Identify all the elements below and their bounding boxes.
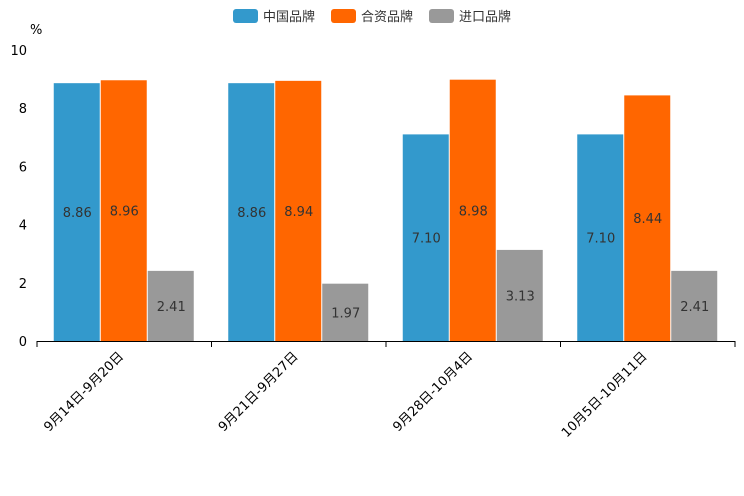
y-axis-unit-label: % [30, 23, 42, 38]
data-label: 8.86 [237, 206, 266, 221]
bar[interactable] [100, 80, 147, 341]
legend-label-china-brand: 中国品牌 [262, 10, 315, 25]
bar[interactable] [577, 134, 624, 341]
data-label: 8.96 [110, 205, 139, 220]
bar[interactable] [53, 83, 100, 341]
data-label: 2.41 [157, 300, 186, 315]
legend-swatch-jv-brand [330, 8, 356, 23]
legend: 中国品牌 合资品牌 进口品牌 [0, 6, 744, 25]
legend-item-jv-brand[interactable]: 合资品牌 [327, 6, 417, 25]
x-axis: 9月14日-9月20日 9月21日-9月27日 9月28日-10月4日 10月5日-1… [36, 341, 736, 441]
bar[interactable] [322, 283, 369, 341]
legend-item-china-brand[interactable]: 中国品牌 [229, 6, 319, 25]
y-tick-label: 8 [19, 102, 27, 117]
y-tick-label: 10 [10, 44, 27, 59]
y-axis: 0 2 4 6 8 10 [10, 44, 27, 350]
y-tick-label: 2 [19, 277, 27, 292]
bar[interactable] [496, 249, 543, 341]
data-label: 1.97 [331, 306, 360, 321]
bar[interactable] [449, 79, 496, 341]
data-label: 7.10 [412, 232, 441, 247]
bar[interactable] [147, 270, 194, 341]
x-tick-label: 9月21日-9月27日 [216, 349, 302, 435]
legend-swatch-import-brand [429, 8, 454, 23]
legend-item-import-brand[interactable]: 进口品牌 [425, 6, 515, 25]
data-label: 3.13 [506, 289, 535, 304]
x-tick-label: 9月28日-10月4日 [390, 349, 476, 435]
x-tick-label: 10月5日-10月11日 [559, 349, 651, 441]
data-label: 8.44 [633, 212, 662, 227]
bar[interactable] [624, 95, 671, 342]
data-label: 8.86 [63, 206, 92, 221]
legend-swatch-china-brand [232, 8, 258, 23]
bar[interactable] [402, 134, 449, 341]
bar[interactable] [671, 270, 718, 341]
x-tick-label: 9月14日-9月20日 [41, 349, 127, 435]
data-label: 8.94 [284, 205, 313, 220]
y-tick-label: 4 [19, 219, 27, 234]
data-label: 2.41 [680, 300, 709, 315]
data-label: 8.98 [459, 204, 488, 219]
bar[interactable] [228, 83, 275, 341]
legend-label-import-brand: 进口品牌 [459, 10, 512, 25]
bar[interactable] [275, 80, 322, 341]
data-label: 7.10 [586, 232, 615, 247]
legend-label-jv-brand: 合资品牌 [360, 10, 413, 25]
bars-group: 8.86 8.96 2.41 8.86 8.94 1.97 7.10 8.98 3.13 7.10… [53, 79, 718, 342]
y-tick-label: 6 [19, 160, 27, 175]
y-tick-label: 0 [19, 335, 27, 350]
